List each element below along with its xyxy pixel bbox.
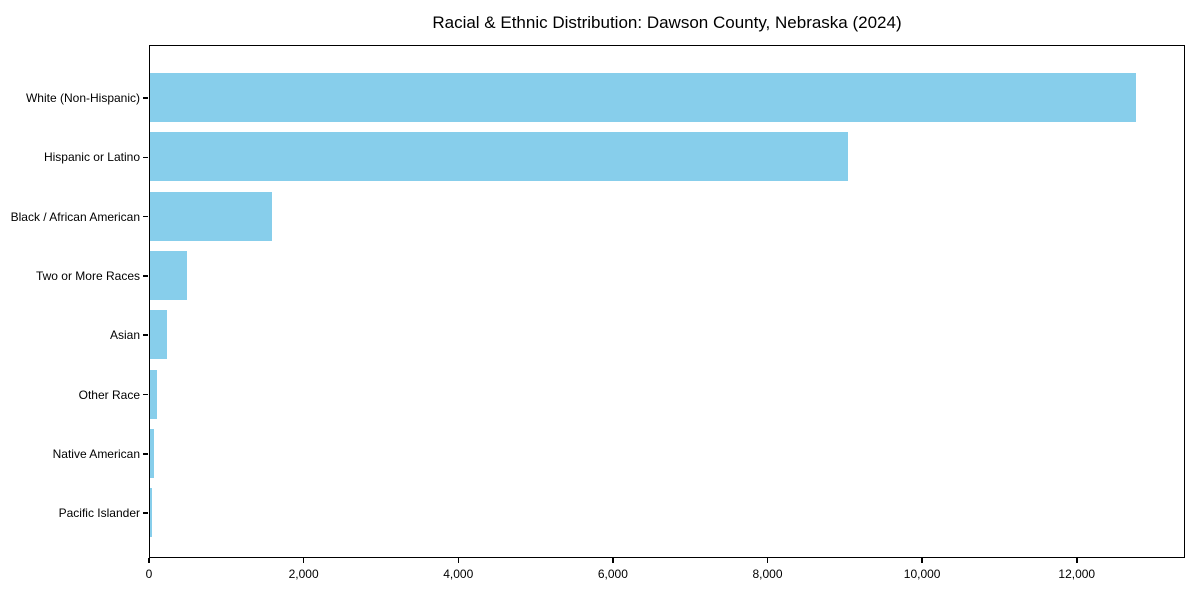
bar-other-race: [150, 369, 157, 419]
y-tick-mark: [143, 275, 148, 277]
category-label-other-race: Other Race: [78, 387, 140, 402]
x-tick-mark: [302, 558, 305, 563]
y-tick-mark: [143, 334, 148, 336]
bar-asian: [150, 310, 167, 360]
y-tick-mark: [143, 512, 148, 514]
chart-title: Racial & Ethnic Distribution: Dawson Cou…: [432, 13, 902, 32]
x-tick-label-8000: 8,000: [752, 567, 783, 581]
x-tick-mark: [1076, 558, 1078, 563]
x-tick-mark: [612, 558, 614, 563]
category-label-black-african-american: Black / African American: [10, 209, 140, 224]
category-label-hispanic-or-latino: Hispanic or Latino: [43, 150, 140, 165]
category-label-pacific-islander: Pacific Islander: [58, 506, 140, 521]
category-label-asian: Asian: [109, 328, 140, 343]
x-tick-label-12000: 12,000: [1058, 567, 1096, 581]
category-label-white-non-hispanic: White (Non-Hispanic): [25, 91, 140, 105]
x-tick-mark: [457, 558, 459, 563]
bar-pacific-islander: [150, 488, 152, 538]
x-tick-mark: [766, 558, 769, 563]
x-tick-label-0: 0: [145, 567, 153, 581]
y-tick-mark: [143, 97, 148, 99]
x-tick-label-10000: 10,000: [903, 567, 941, 581]
y-tick-mark: [143, 453, 148, 455]
y-tick-mark: [143, 393, 148, 396]
y-tick-mark: [143, 156, 148, 159]
category-label-native-american: Native American: [52, 446, 140, 461]
category-label-two-or-more-races: Two or More Races: [35, 268, 140, 283]
y-tick-mark: [143, 215, 148, 218]
x-tick-label-2000: 2,000: [288, 567, 319, 581]
x-tick-mark: [921, 558, 923, 563]
x-tick-mark: [148, 558, 150, 563]
plot-area: [149, 45, 1185, 558]
bar-white-non-hispanic: [150, 73, 1136, 122]
bar-two-or-more-races: [150, 250, 188, 300]
bar-black-african-american: [150, 191, 272, 241]
bar-hispanic-or-latino: [150, 132, 849, 182]
bar-native-american: [150, 428, 154, 478]
x-tick-label-4000: 4,000: [443, 567, 474, 581]
x-tick-label-6000: 6,000: [597, 567, 628, 581]
